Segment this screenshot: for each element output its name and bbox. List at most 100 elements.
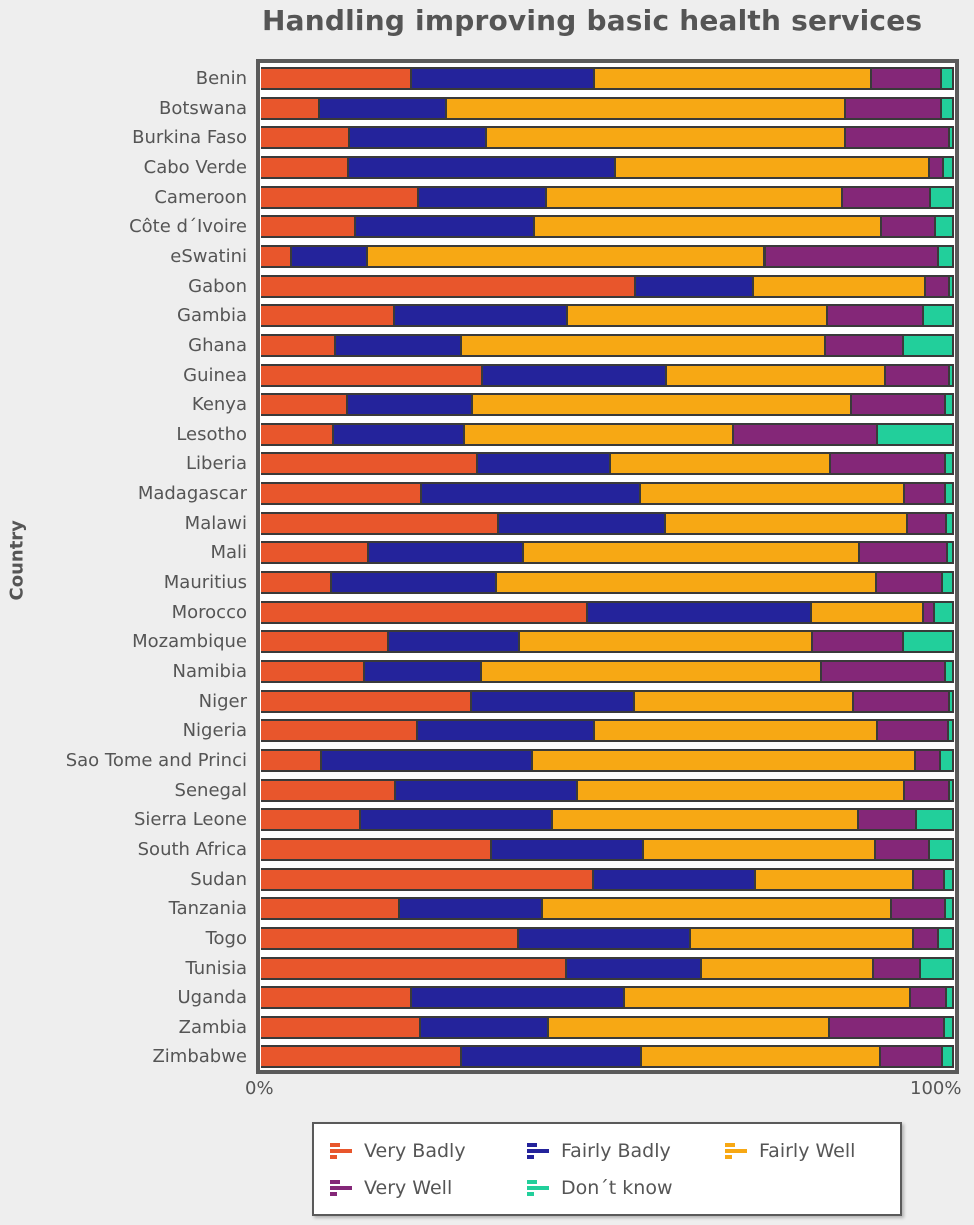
bar-zimbabwe-fairly-badly[interactable] [461,1047,643,1067]
bar-senegal-don-t-know[interactable] [949,780,954,800]
bar-co-te-d-ivoire-very-badly[interactable] [261,217,356,237]
bar-sierra-leone-fairly-badly[interactable] [360,810,554,830]
bar-liberia-very-well[interactable] [831,454,947,474]
bar-namibia-don-t-know[interactable] [946,662,954,681]
bar-zimbabwe-very-badly[interactable] [261,1047,462,1067]
bar-gambia-don-t-know[interactable] [924,306,954,326]
bar-mozambique-very-badly[interactable] [261,632,390,652]
bar-eswatini-fairly-well[interactable] [368,246,766,266]
bar-ghana-very-badly[interactable] [261,335,336,355]
bar-guinea-fairly-well[interactable] [667,365,887,385]
bar-burkina-faso-very-well[interactable] [845,128,950,148]
bar-co-te-d-ivoire-don-t-know[interactable] [935,217,954,237]
bar-togo-fairly-well[interactable] [690,928,915,948]
bar-mauritius-very-well[interactable] [877,573,943,593]
bar-mozambique-don-t-know[interactable] [904,632,954,652]
bar-namibia-fairly-badly[interactable] [364,662,483,681]
bar-tunisia-fairly-badly[interactable] [567,958,703,978]
bar-gabon-very-well[interactable] [925,276,950,296]
bar-senegal-fairly-badly[interactable] [396,780,578,800]
bar-nigeria-very-badly[interactable] [261,721,418,741]
bar-mozambique-fairly-badly[interactable] [389,632,521,652]
bar-cameroon-very-well[interactable] [843,187,932,207]
bar-tanzania-very-well[interactable] [892,899,947,919]
bar-gabon-fairly-well[interactable] [753,276,926,296]
bar-tanzania-fairly-well[interactable] [543,899,893,919]
bar-tunisia-fairly-well[interactable] [702,958,875,978]
bar-eswatini-very-badly[interactable] [261,246,293,266]
bar-gambia-very-badly[interactable] [261,306,395,326]
bar-cabo-verde-very-badly[interactable] [261,157,349,177]
bar-sudan-very-well[interactable] [913,869,945,889]
bar-namibia-fairly-well[interactable] [482,662,823,681]
bar-lesotho-fairly-well[interactable] [465,424,734,444]
bar-sao-tome-and-princi-very-well[interactable] [915,750,941,770]
bar-madagascar-very-badly[interactable] [261,484,422,504]
bar-benin-very-badly[interactable] [261,69,413,88]
bar-sao-tome-and-princi-very-badly[interactable] [261,750,322,770]
bar-tanzania-very-badly[interactable] [261,899,401,919]
bar-sudan-very-badly[interactable] [261,869,595,889]
bar-cabo-verde-fairly-well[interactable] [615,157,930,177]
bar-mali-fairly-well[interactable] [524,543,861,563]
bar-benin-fairly-badly[interactable] [412,69,595,88]
bar-sao-tome-and-princi-fairly-badly[interactable] [321,750,533,770]
bar-madagascar-fairly-well[interactable] [640,484,905,504]
bar-mauritius-fairly-badly[interactable] [332,573,498,593]
bar-zambia-don-t-know[interactable] [944,1017,954,1037]
bar-eswatini-don-t-know[interactable] [938,246,954,266]
bar-nigeria-fairly-badly[interactable] [417,721,596,741]
bar-botswana-fairly-badly[interactable] [319,98,447,118]
bar-co-te-d-ivoire-fairly-well[interactable] [534,217,882,237]
bar-niger-fairly-well[interactable] [634,691,855,711]
bar-mauritius-very-badly[interactable] [261,573,333,593]
bar-togo-very-badly[interactable] [261,928,519,948]
bar-sierra-leone-don-t-know[interactable] [917,810,954,830]
bar-namibia-very-well[interactable] [822,662,947,681]
bar-burkina-faso-fairly-badly[interactable] [349,128,487,148]
bar-nigeria-fairly-well[interactable] [595,721,879,741]
bar-south-africa-very-badly[interactable] [261,839,492,859]
bar-botswana-very-badly[interactable] [261,98,320,118]
bar-south-africa-fairly-badly[interactable] [491,839,645,859]
bar-senegal-very-well[interactable] [905,780,950,800]
bar-mali-very-badly[interactable] [261,543,370,563]
bar-cameroon-fairly-badly[interactable] [419,187,548,207]
bar-ghana-fairly-well[interactable] [461,335,826,355]
bar-nigeria-very-well[interactable] [878,721,950,741]
bar-zimbabwe-fairly-well[interactable] [642,1047,881,1067]
bar-mali-don-t-know[interactable] [948,543,954,563]
bar-kenya-very-well[interactable] [852,395,947,415]
bar-sudan-fairly-well[interactable] [755,869,914,889]
bar-sao-tome-and-princi-fairly-well[interactable] [532,750,916,770]
bar-guinea-fairly-badly[interactable] [482,365,668,385]
bar-togo-very-well[interactable] [914,928,940,948]
bar-lesotho-fairly-badly[interactable] [334,424,466,444]
bar-cameroon-fairly-well[interactable] [547,187,844,207]
bar-eswatini-very-well[interactable] [765,246,939,266]
bar-togo-don-t-know[interactable] [939,928,954,948]
bar-sierra-leone-very-well[interactable] [859,810,918,830]
bar-liberia-don-t-know[interactable] [946,454,954,474]
bar-zambia-very-well[interactable] [829,1017,945,1037]
bar-zimbabwe-very-well[interactable] [880,1047,943,1067]
bar-cameroon-very-badly[interactable] [261,187,419,207]
bar-kenya-don-t-know[interactable] [946,395,954,415]
bar-zimbabwe-don-t-know[interactable] [942,1047,954,1067]
bar-uganda-very-well[interactable] [911,988,948,1008]
bar-gambia-very-well[interactable] [827,306,925,326]
bar-mauritius-fairly-well[interactable] [497,573,878,593]
bar-tunisia-don-t-know[interactable] [921,958,954,978]
bar-tanzania-don-t-know[interactable] [946,899,954,919]
bar-liberia-fairly-badly[interactable] [477,454,611,474]
bar-madagascar-very-well[interactable] [904,484,946,504]
bar-togo-fairly-badly[interactable] [518,928,691,948]
bar-benin-very-well[interactable] [872,69,943,88]
bar-lesotho-very-badly[interactable] [261,424,335,444]
bar-kenya-fairly-badly[interactable] [348,395,474,415]
bar-niger-fairly-badly[interactable] [471,691,635,711]
bar-south-africa-very-well[interactable] [876,839,931,859]
bar-uganda-fairly-well[interactable] [624,988,912,1008]
bar-botswana-very-well[interactable] [845,98,943,118]
bar-morocco-fairly-well[interactable] [811,602,925,622]
